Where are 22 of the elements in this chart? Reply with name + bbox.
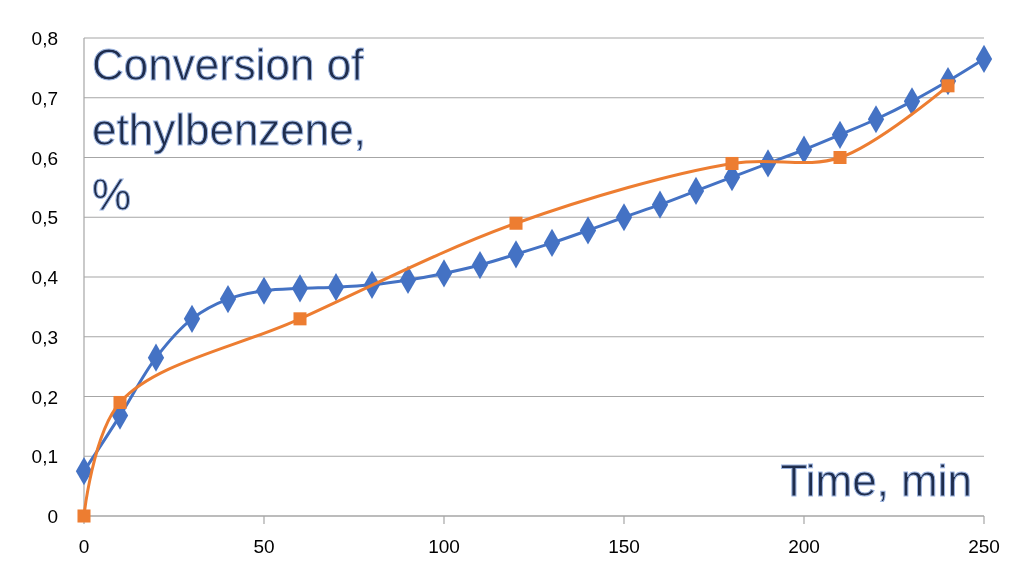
point [725, 156, 739, 170]
y-tick-label: 0,1 [31, 446, 58, 468]
y-tick-label: 0,7 [31, 87, 58, 109]
point [113, 395, 127, 409]
x-axis-title: Time, min [780, 456, 972, 505]
y-tick-label: 0,6 [31, 147, 58, 169]
x-tick-label: 50 [253, 536, 275, 557]
y-tick-label: 0,3 [31, 326, 58, 348]
point [293, 312, 307, 326]
y-tick-label: 0 [47, 506, 58, 527]
point [833, 150, 847, 165]
x-tick-label: 200 [788, 536, 820, 557]
x-tick-label: 150 [608, 536, 640, 557]
y-tick-label: 0,5 [31, 207, 58, 229]
x-tick-label: 100 [428, 536, 460, 557]
y-tick-label: 0,8 [31, 28, 58, 49]
y-tick-label: 0,4 [31, 267, 59, 288]
x-tick-label: 250 [968, 536, 1000, 557]
y-tick-label: 0,2 [31, 386, 58, 408]
y-axis-title: Conversion of ethylbenzene, % [92, 40, 366, 219]
point [509, 216, 523, 230]
x-tick-label: 0 [78, 536, 90, 557]
